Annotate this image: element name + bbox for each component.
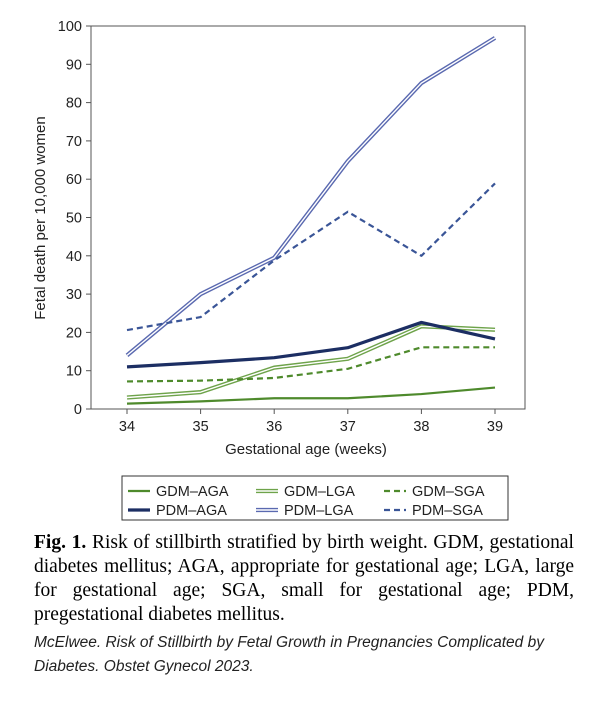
y-tick-label: 0 <box>74 402 82 418</box>
legend: GDM–AGA GDM–LGA GDM–SGA PDM–AGA PDM–LGA PDM–S… <box>121 475 509 521</box>
series-pdm-lga <box>125 36 497 357</box>
x-axis-title: Gestational age (weeks) <box>225 441 387 458</box>
y-tick-label: 60 <box>66 172 82 188</box>
y-tick-label: 50 <box>66 211 82 227</box>
series-line <box>126 346 495 383</box>
legend-box <box>121 475 509 521</box>
y-axis-title: Fetal death per 10,000 women <box>32 116 49 319</box>
stillbirth-line-chart: 0 10 20 30 40 50 60 70 80 90 100 34 35 36 37 38 39 Gest… <box>32 19 526 521</box>
x-tick-label: 34 <box>119 419 135 435</box>
caption-text: Risk of stillbirth stratified by birth w… <box>34 532 574 625</box>
series-line-outer <box>125 36 497 357</box>
series-line-inner <box>126 37 496 356</box>
x-tick-label: 36 <box>266 419 282 435</box>
y-tick-label: 90 <box>66 57 82 73</box>
figure-caption: Fig. 1. Risk of stillbirth stratified by… <box>34 531 574 627</box>
legend-item: PDM–LGA <box>256 503 354 519</box>
y-tick-label: 10 <box>66 364 82 380</box>
series-pdm-sga <box>126 182 496 332</box>
legend-label: GDM–LGA <box>284 484 355 500</box>
x-tick-label: 39 <box>487 419 503 435</box>
legend-label: GDM–SGA <box>412 484 485 500</box>
legend-item: GDM–SGA <box>384 484 485 500</box>
caption-label: Fig. 1. <box>34 532 87 553</box>
series-pdm-aga <box>126 320 496 369</box>
series-line-outer <box>126 324 496 400</box>
x-tick-label: 37 <box>340 419 356 435</box>
series-line <box>126 182 496 332</box>
series-gdm-lga <box>126 324 496 400</box>
legend-item: GDM–LGA <box>256 484 355 500</box>
y-tick-label: 20 <box>66 325 82 341</box>
series-line <box>126 386 496 405</box>
x-tick-label: 35 <box>193 419 209 435</box>
y-tick-label: 70 <box>66 134 82 150</box>
y-tick-label: 80 <box>66 96 82 112</box>
legend-label: PDM–LGA <box>284 503 354 519</box>
series-line-inner <box>126 325 496 399</box>
y-axis-ticks: 0 10 20 30 40 50 60 70 80 90 100 <box>58 19 91 418</box>
y-tick-label: 100 <box>58 19 82 35</box>
legend-label: PDM–SGA <box>412 503 483 519</box>
legend-label: PDM–AGA <box>156 503 227 519</box>
y-tick-label: 40 <box>66 249 82 265</box>
series-line <box>126 320 496 369</box>
y-tick-label: 30 <box>66 287 82 303</box>
series-gdm-aga <box>126 386 496 405</box>
legend-item: PDM–AGA <box>128 503 227 519</box>
x-tick-label: 38 <box>413 419 429 435</box>
series-layer <box>125 36 497 405</box>
series-gdm-sga <box>126 346 495 383</box>
citation: McElwee. Risk of Stillbirth by Fetal Gro… <box>34 634 544 675</box>
legend-label: GDM–AGA <box>156 484 229 500</box>
legend-item: PDM–SGA <box>384 503 483 519</box>
x-axis-ticks: 34 35 36 37 38 39 <box>119 409 503 435</box>
legend-item: GDM–AGA <box>128 484 229 500</box>
